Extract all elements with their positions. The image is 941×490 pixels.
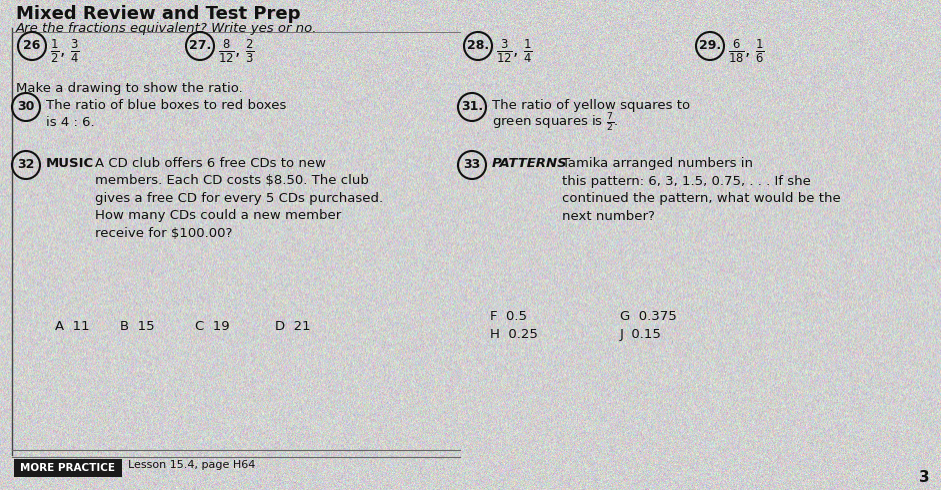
Text: H  0.25: H 0.25 bbox=[490, 328, 538, 341]
Text: 33: 33 bbox=[463, 158, 481, 172]
Text: $\frac{6}{18}$, $\frac{1}{6}$: $\frac{6}{18}$, $\frac{1}{6}$ bbox=[728, 38, 765, 65]
Text: The ratio of yellow squares to: The ratio of yellow squares to bbox=[492, 99, 690, 112]
Text: PATTERNS: PATTERNS bbox=[492, 157, 567, 170]
Text: green squares is $\frac{7}{2}$.: green squares is $\frac{7}{2}$. bbox=[492, 112, 618, 134]
Text: Mixed Review and Test Prep: Mixed Review and Test Prep bbox=[16, 5, 300, 23]
Text: 29.: 29. bbox=[699, 40, 721, 52]
Text: 31.: 31. bbox=[461, 100, 483, 114]
Text: C  19: C 19 bbox=[195, 320, 230, 333]
Text: J  0.15: J 0.15 bbox=[620, 328, 662, 341]
Text: 32: 32 bbox=[17, 158, 35, 172]
Text: A CD club offers 6 free CDs to new
members. Each CD costs $8.50. The club
gives : A CD club offers 6 free CDs to new membe… bbox=[95, 157, 383, 240]
Text: Make a drawing to show the ratio.: Make a drawing to show the ratio. bbox=[16, 82, 243, 95]
Text: Are the fractions equivalent? Write yes or no.: Are the fractions equivalent? Write yes … bbox=[16, 22, 317, 35]
Text: MORE PRACTICE: MORE PRACTICE bbox=[21, 463, 116, 473]
Text: A  11: A 11 bbox=[55, 320, 89, 333]
Text: B  15: B 15 bbox=[120, 320, 154, 333]
Text: 26: 26 bbox=[24, 40, 40, 52]
Text: Tamika arranged numbers in
this pattern: 6, 3, 1.5, 0.75, . . . If she
continued: Tamika arranged numbers in this pattern:… bbox=[562, 157, 840, 222]
Text: $\frac{1}{2}$, $\frac{3}{4}$: $\frac{1}{2}$, $\frac{3}{4}$ bbox=[50, 38, 79, 65]
Text: $\frac{8}{12}$, $\frac{2}{3}$: $\frac{8}{12}$, $\frac{2}{3}$ bbox=[218, 38, 255, 65]
Text: 28.: 28. bbox=[467, 40, 489, 52]
Text: The ratio of blue boxes to red boxes
is 4 : 6.: The ratio of blue boxes to red boxes is … bbox=[46, 99, 286, 129]
Text: 30: 30 bbox=[17, 100, 35, 114]
FancyBboxPatch shape bbox=[14, 459, 122, 477]
Text: 3: 3 bbox=[919, 470, 930, 485]
Text: MUSIC: MUSIC bbox=[46, 157, 94, 170]
Text: G  0.375: G 0.375 bbox=[620, 310, 677, 323]
Text: D  21: D 21 bbox=[275, 320, 311, 333]
Text: Lesson 15.4, page H64: Lesson 15.4, page H64 bbox=[128, 460, 255, 470]
Text: 27.: 27. bbox=[189, 40, 211, 52]
Text: $\frac{3}{12}$, $\frac{1}{4}$: $\frac{3}{12}$, $\frac{1}{4}$ bbox=[496, 38, 533, 65]
Text: F  0.5: F 0.5 bbox=[490, 310, 527, 323]
